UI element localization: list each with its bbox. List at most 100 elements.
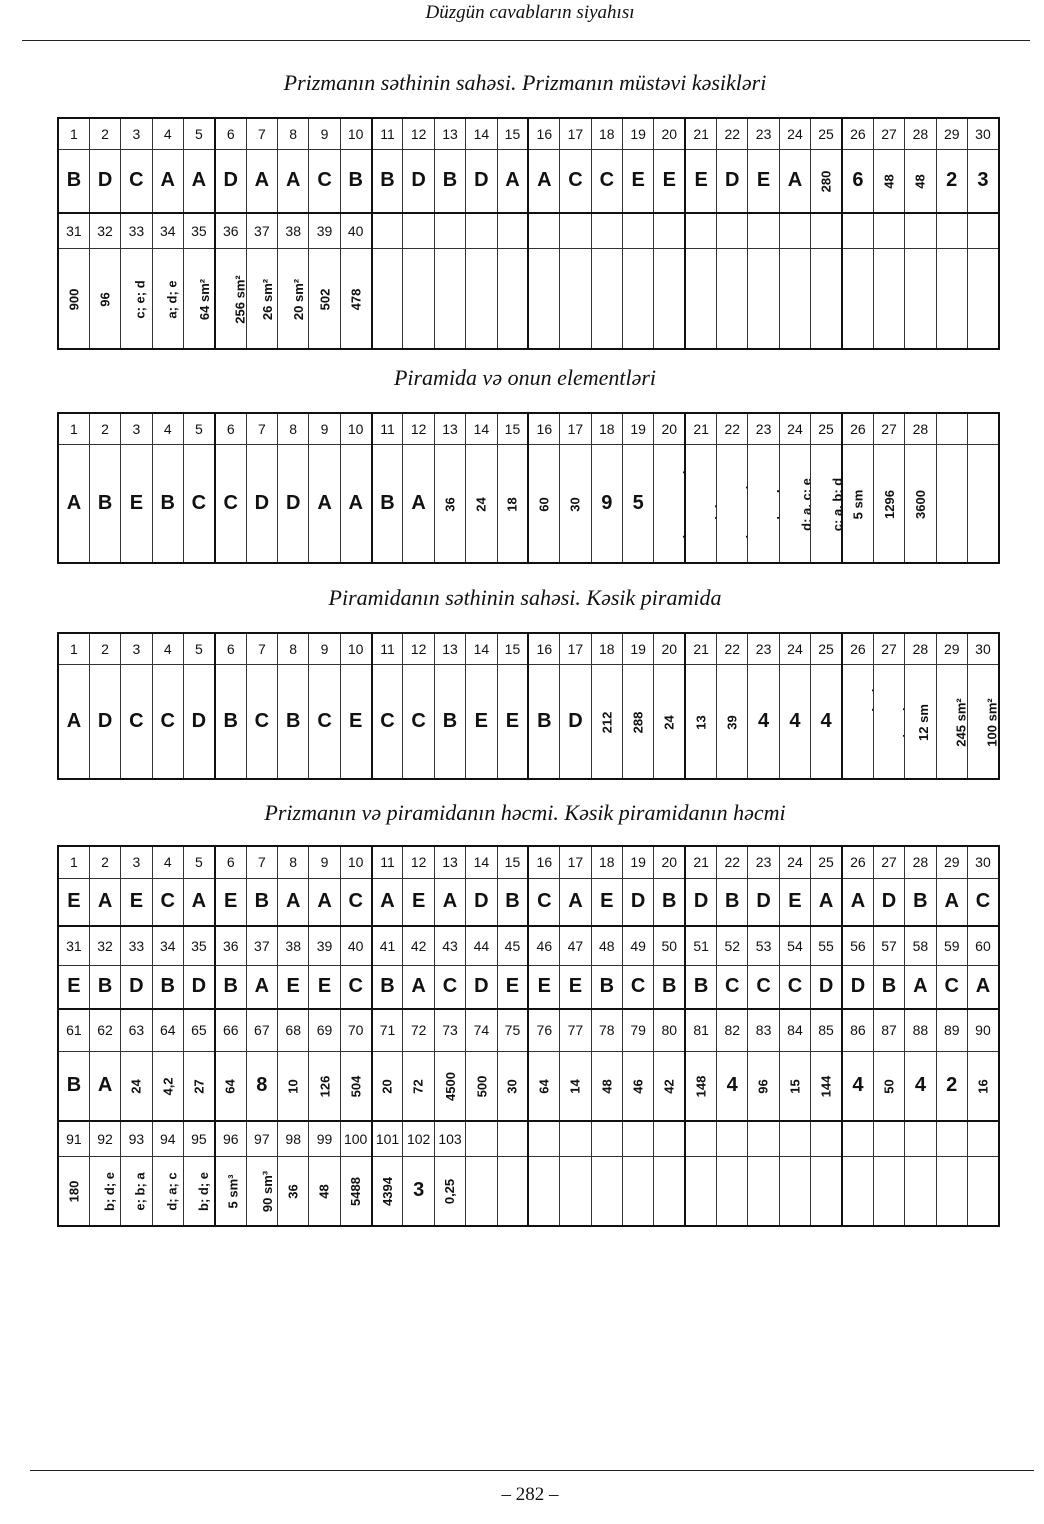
answer-cell: 4 xyxy=(747,663,780,780)
answer-text: 5 sm xyxy=(850,489,866,520)
answer-text: 4394 xyxy=(380,1177,396,1207)
question-number: 16 xyxy=(527,845,561,879)
question-number: 94 xyxy=(151,1120,184,1157)
empty-cell xyxy=(433,212,467,249)
question-number: 27 xyxy=(872,632,906,665)
answer-cell: 24 xyxy=(465,443,498,564)
answer-cell: C xyxy=(151,663,184,780)
answer-cell: 144 xyxy=(810,1050,843,1122)
answer-text: 20 xyxy=(380,1079,396,1094)
answer-text: 24 xyxy=(473,497,489,512)
question-number: 19 xyxy=(621,845,655,879)
question-number: 19 xyxy=(621,117,655,150)
empty-cell xyxy=(966,443,1000,564)
question-number: 20 xyxy=(653,632,686,665)
answer-cell: B xyxy=(88,964,122,1010)
question-number: 20 xyxy=(653,845,686,879)
answer-cell: C xyxy=(245,663,279,780)
question-number: 27 xyxy=(872,117,906,150)
answer-cell: C xyxy=(559,148,592,214)
question-number: 2 xyxy=(88,117,122,150)
answer-cell: 5 sm xyxy=(840,443,874,564)
answer-cell: D xyxy=(810,964,843,1010)
empty-cell xyxy=(559,212,592,249)
answer-cell: 48 xyxy=(590,1050,623,1122)
empty-cell xyxy=(904,1120,937,1157)
question-number-row: 1 2 3 4 5 6 7 8 9 10 11 12 13 14 15 16 17 18 19 20 21 22 23 24 2… xyxy=(56,632,1000,665)
empty-cell xyxy=(402,212,435,249)
answer-cell: 39 xyxy=(716,663,749,780)
answer-cell: D xyxy=(559,663,592,780)
empty-cell xyxy=(621,1155,655,1227)
answer-text: 24 xyxy=(661,715,677,730)
answer-cell: A xyxy=(277,148,310,214)
answer-cell: E xyxy=(527,964,561,1010)
answer-cell: b, c; a, e; d xyxy=(653,443,686,564)
answer-cell: B xyxy=(370,964,404,1010)
answer-text: 10 xyxy=(285,1079,301,1094)
answer-cell: A xyxy=(88,1050,122,1122)
answer-cell: 20 xyxy=(370,1050,404,1122)
empty-cell xyxy=(684,1155,718,1227)
question-number: 70 xyxy=(339,1008,373,1052)
empty-cell xyxy=(716,212,749,249)
question-number: 24 xyxy=(778,845,812,879)
empty-cell xyxy=(465,1155,498,1227)
answer-cell: B xyxy=(590,964,623,1010)
answer-cell: B xyxy=(151,964,184,1010)
question-number: 33 xyxy=(120,925,153,966)
answer-cell: D xyxy=(120,964,153,1010)
empty-cell xyxy=(935,247,968,350)
answer-text: 72 xyxy=(411,1079,427,1094)
question-number: 8 xyxy=(277,117,310,150)
empty-cell xyxy=(496,247,529,350)
answer-text: e; b; a xyxy=(132,1172,148,1211)
answer-cell: 900 xyxy=(56,247,90,350)
answer-cell: E xyxy=(56,964,90,1010)
answer-text: 1296 xyxy=(881,489,897,519)
question-number: 17 xyxy=(559,117,592,150)
question-number: 67 xyxy=(245,1008,279,1052)
question-number: 95 xyxy=(182,1120,216,1157)
question-number: 14 xyxy=(465,632,498,665)
question-number: 82 xyxy=(716,1008,749,1052)
answer-cell: 245 sm² xyxy=(935,663,968,780)
question-number: 87 xyxy=(872,1008,906,1052)
question-number: 9 xyxy=(308,117,341,150)
question-number: 25 xyxy=(810,412,843,445)
answer-text: 60 xyxy=(536,497,552,512)
question-number: 2 xyxy=(88,632,122,665)
answer-cell: A xyxy=(559,877,592,927)
question-number: 54 xyxy=(778,925,812,966)
question-number: 83 xyxy=(747,1008,780,1052)
question-number: 27 xyxy=(872,845,906,879)
answer-cell: 5 sm³ xyxy=(213,1155,247,1227)
answer-cell: 3 xyxy=(966,148,1000,214)
empty-cell xyxy=(433,247,467,350)
question-number-row: 1 2 3 4 5 6 7 8 9 10 11 12 13 14 15 16 17 18 19 20 21 22 23 24 2… xyxy=(56,117,1000,150)
question-number: 9 xyxy=(308,412,341,445)
question-number: 92 xyxy=(88,1120,122,1157)
empty-cell xyxy=(653,247,686,350)
answer-cell: D xyxy=(716,148,749,214)
question-number: 2 xyxy=(88,412,122,445)
answer-text: 4500 xyxy=(442,1072,458,1102)
empty-cell xyxy=(935,212,968,249)
question-number: 13 xyxy=(433,845,467,879)
answer-cell: E xyxy=(747,148,780,214)
question-number: 30 xyxy=(966,117,1000,150)
answer-cell: A xyxy=(88,877,122,927)
answer-cell: E xyxy=(496,663,529,780)
question-number: 19 xyxy=(621,632,655,665)
answer-cell: A xyxy=(810,877,843,927)
question-number: 32 xyxy=(88,925,122,966)
empty-cell xyxy=(527,1155,561,1227)
answer-cell: E xyxy=(496,964,529,1010)
question-number: 24 xyxy=(778,117,812,150)
answer-cell: A xyxy=(966,964,1000,1010)
answer-text: 900 xyxy=(66,288,82,311)
answer-cell: A xyxy=(496,148,529,214)
question-number: 40 xyxy=(339,925,373,966)
answer-text: 12 sm xyxy=(916,703,932,741)
answer-cell: A xyxy=(527,148,561,214)
